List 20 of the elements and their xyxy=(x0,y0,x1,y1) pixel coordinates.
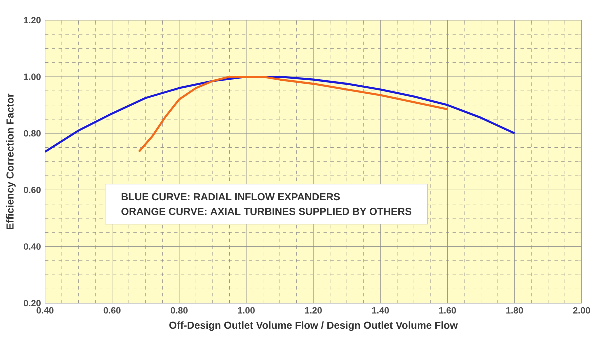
y-tick-label: 0.20 xyxy=(24,300,41,307)
x-tick-label: 2.00 xyxy=(573,308,590,314)
x-axis-title: Off-Design Outlet Volume Flow / Design Outlet Volume Flow xyxy=(170,322,458,332)
y-tick-label: 0.40 xyxy=(24,244,41,250)
x-tick-label: 1.20 xyxy=(305,308,322,314)
x-tick-label: 0.80 xyxy=(170,308,188,314)
line-series xyxy=(45,76,516,154)
annotation: BLUE CURVE: RADIAL INFLOW EXPANDERS xyxy=(122,194,340,201)
x-tick-label: 1.80 xyxy=(506,308,524,314)
x-tick-label: 1.60 xyxy=(439,308,456,314)
x-tick-label: 0.60 xyxy=(104,308,121,314)
y-tick-label: 1.20 xyxy=(24,17,41,24)
y-tick-label: 0.80 xyxy=(24,130,41,137)
x-tick-label: 0.40 xyxy=(36,308,54,314)
y-axis-title: Efficiency Correction Factor xyxy=(6,94,16,230)
annotation: ORANGE CURVE: AXIAL TURBINES SUPPLIED BY OTHERS xyxy=(122,208,412,216)
x-tick-label: 1.00 xyxy=(238,308,255,314)
x-tick-label: 1.40 xyxy=(372,308,390,314)
y-tick-label: 0.60 xyxy=(24,187,41,194)
y-tick-label: 1.00 xyxy=(24,74,41,80)
